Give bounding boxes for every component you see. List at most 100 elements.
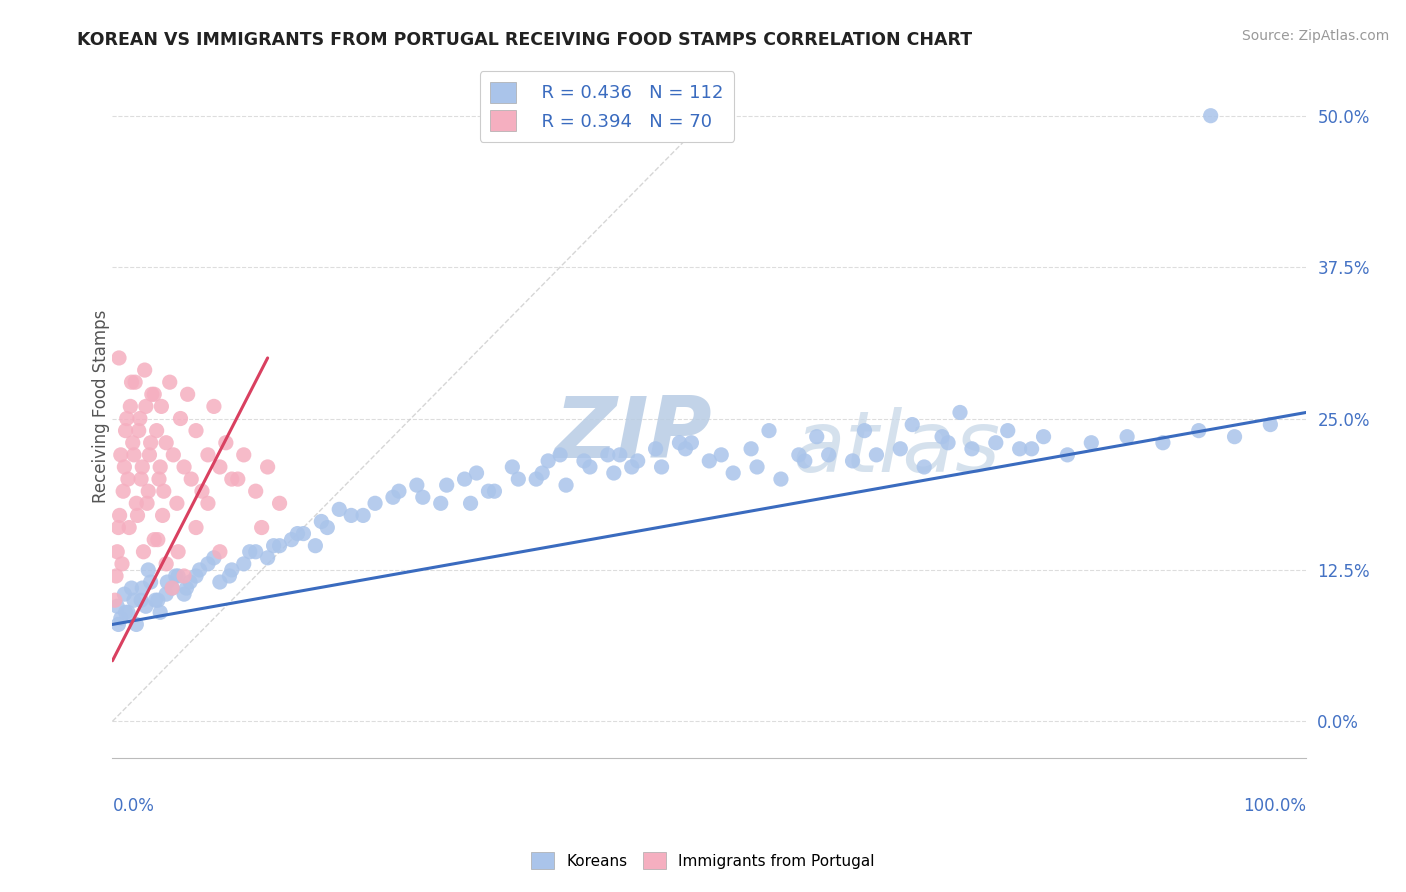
Point <box>155 435 177 450</box>
Point <box>256 550 278 565</box>
Point <box>131 460 153 475</box>
Point <box>121 435 143 450</box>
Text: atlas: atlas <box>793 407 1001 490</box>
Point <box>202 400 225 414</box>
Point <box>460 496 482 510</box>
Point <box>596 448 619 462</box>
Point <box>146 593 169 607</box>
Point <box>136 484 159 499</box>
Point <box>115 411 138 425</box>
Point <box>118 520 141 534</box>
Point <box>453 472 475 486</box>
Point <box>710 448 733 462</box>
Point <box>388 484 411 499</box>
Point <box>152 484 174 499</box>
Point <box>180 472 202 486</box>
Point <box>112 587 135 601</box>
Point <box>131 581 153 595</box>
Point <box>1116 430 1139 444</box>
Point <box>651 460 673 475</box>
Y-axis label: Receiving Food Stamps: Receiving Food Stamps <box>93 310 110 503</box>
Point <box>114 424 136 438</box>
Point <box>191 484 214 499</box>
Point <box>524 472 547 486</box>
Point <box>675 442 697 456</box>
Point <box>125 617 148 632</box>
Point <box>412 490 434 504</box>
Point <box>758 424 780 438</box>
Point <box>609 448 631 462</box>
Point <box>603 466 626 480</box>
Point <box>1008 442 1031 456</box>
Point <box>208 575 231 590</box>
Point <box>173 460 195 475</box>
Point <box>136 496 159 510</box>
Point <box>949 405 972 419</box>
Text: 100.0%: 100.0% <box>1243 797 1306 814</box>
Point <box>169 411 191 425</box>
Point <box>176 581 198 595</box>
Point <box>721 466 744 480</box>
Point <box>143 533 166 547</box>
Point <box>1199 109 1222 123</box>
Text: KOREAN VS IMMIGRANTS FROM PORTUGAL RECEIVING FOOD STAMPS CORRELATION CHART: KOREAN VS IMMIGRANTS FROM PORTUGAL RECEI… <box>77 31 973 49</box>
Point <box>159 375 181 389</box>
Point <box>304 539 326 553</box>
Point <box>508 472 530 486</box>
Point <box>436 478 458 492</box>
Point <box>132 545 155 559</box>
Point <box>145 424 167 438</box>
Point <box>138 448 160 462</box>
Point <box>155 557 177 571</box>
Point <box>202 550 225 565</box>
Point <box>1021 442 1043 456</box>
Point <box>245 484 267 499</box>
Point <box>173 587 195 601</box>
Point <box>143 387 166 401</box>
Text: Source: ZipAtlas.com: Source: ZipAtlas.com <box>1241 29 1389 43</box>
Point <box>197 496 219 510</box>
Point <box>352 508 374 523</box>
Point <box>548 448 571 462</box>
Point <box>121 581 143 595</box>
Point <box>135 400 157 414</box>
Point <box>311 515 333 529</box>
Point <box>668 435 690 450</box>
Point <box>745 460 768 475</box>
Point <box>997 424 1019 438</box>
Point <box>188 563 211 577</box>
Point <box>110 611 132 625</box>
Point <box>405 478 427 492</box>
Point <box>149 460 172 475</box>
Point <box>184 569 207 583</box>
Point <box>226 472 249 486</box>
Point <box>152 508 174 523</box>
Point <box>167 569 190 583</box>
Point <box>501 460 523 475</box>
Point <box>107 617 129 632</box>
Point <box>681 435 703 450</box>
Point <box>269 496 291 510</box>
Point <box>960 442 983 456</box>
Point <box>931 430 953 444</box>
Point <box>1080 435 1102 450</box>
Point <box>150 400 173 414</box>
Point <box>117 472 139 486</box>
Point <box>208 545 231 559</box>
Point <box>112 460 135 475</box>
Point <box>160 581 183 595</box>
Point <box>245 545 267 559</box>
Point <box>429 496 451 510</box>
Point <box>184 520 207 534</box>
Point <box>122 593 145 607</box>
Point <box>1223 430 1246 444</box>
Point <box>156 575 179 590</box>
Point <box>141 387 163 401</box>
Point <box>579 460 602 475</box>
Point <box>128 424 150 438</box>
Point <box>364 496 387 510</box>
Point <box>484 484 506 499</box>
Point <box>256 460 278 475</box>
Point <box>121 375 143 389</box>
Point <box>769 472 792 486</box>
